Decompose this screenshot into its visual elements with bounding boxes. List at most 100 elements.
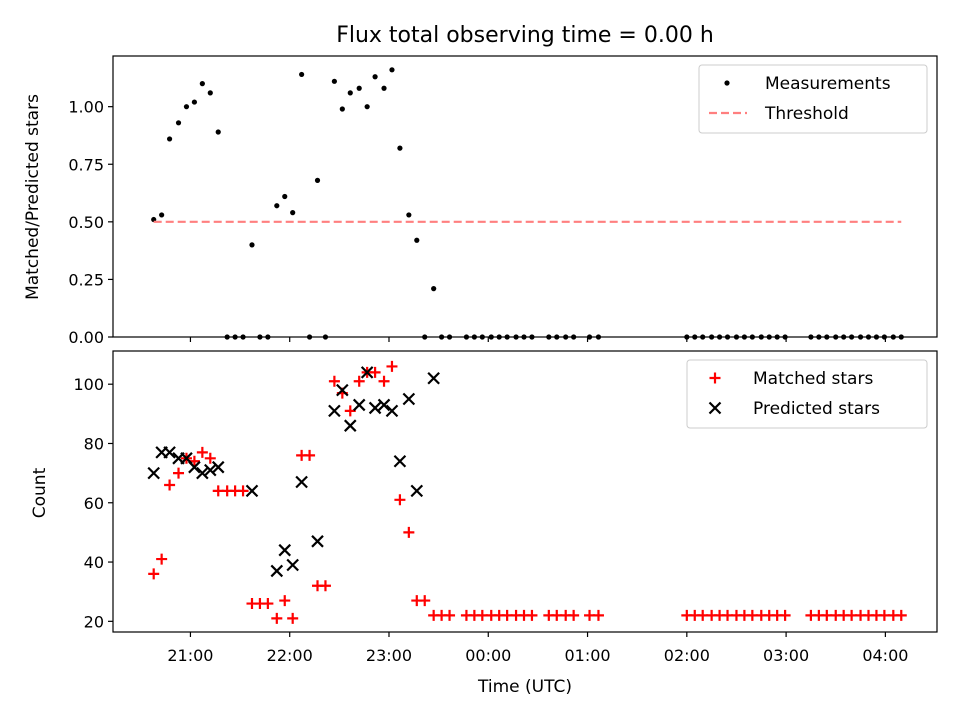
predicted-star-point	[295, 475, 308, 489]
measurement-point	[166, 136, 173, 142]
predicted-star-point	[204, 463, 217, 477]
measurement-point	[159, 212, 165, 218]
measurement-point	[249, 242, 255, 248]
matched-star-point	[369, 366, 381, 378]
predicted-star-point	[402, 392, 416, 406]
legend-box	[686, 359, 928, 429]
legend-label: Predicted stars	[753, 399, 880, 419]
predicted-star-point	[343, 419, 357, 432]
axes-frame	[112, 350, 938, 633]
predicted-star-point	[245, 484, 259, 498]
matched-star-point	[196, 446, 208, 458]
matched-star-point	[164, 479, 176, 491]
measurement-point	[191, 99, 198, 105]
matched-star-point	[328, 375, 340, 387]
x-tick-label: 00:00	[465, 646, 511, 665]
matched-star-point	[287, 612, 299, 624]
predicted-star-point	[385, 404, 399, 418]
measurement-point	[183, 104, 190, 110]
measurement-point	[199, 81, 205, 87]
measurement-point	[389, 67, 395, 73]
measurement-point	[331, 78, 337, 84]
measurement-point	[339, 106, 345, 112]
y-tick-label: 1.00	[68, 98, 104, 117]
matched-star-point	[344, 405, 356, 417]
matched-star-point	[419, 595, 431, 607]
predicted-star-point	[211, 460, 225, 474]
chart-title: Flux total observing time = 0.00 h	[336, 23, 714, 48]
predicted-star-point	[278, 543, 292, 557]
y-tick-label: 100	[73, 375, 104, 394]
x-tick-label: 01:00	[564, 646, 610, 665]
matched-star-point	[394, 494, 406, 506]
measurement-point	[299, 71, 305, 78]
y-tick-label: 0.75	[68, 155, 104, 174]
legend-label: Threshold	[764, 104, 849, 124]
measurement-point	[372, 74, 378, 80]
y-tick-label: 0.00	[68, 328, 104, 347]
measurement-point	[414, 237, 420, 243]
matched-star-point	[173, 467, 185, 479]
matched-star-point	[895, 609, 907, 621]
legend-cross-swatch	[708, 401, 722, 415]
matched-star-point	[262, 598, 274, 610]
axes-frame	[112, 55, 938, 338]
series-matched-stars	[148, 360, 907, 624]
matched-star-point	[204, 452, 216, 464]
predicted-star-point	[352, 398, 366, 412]
legend: Matched stars Predicted stars	[686, 359, 928, 429]
legend: Measurements Threshold	[698, 64, 928, 134]
measurement-point	[364, 104, 370, 110]
ratio-panel: 0.00 0.25 0.50 0.75 1.00 Measurements Threshol…	[68, 55, 938, 347]
measurement-point	[207, 90, 213, 96]
x-tick-label: 21:00	[167, 646, 213, 665]
matched-star-point	[279, 595, 291, 607]
matched-star-point	[353, 375, 365, 387]
matched-star-point	[568, 609, 580, 621]
predicted-star-point	[188, 460, 201, 474]
predicted-star-point	[147, 466, 160, 480]
y-axis-label-count: Count	[30, 467, 50, 518]
legend-plus-swatch	[709, 372, 721, 384]
measurement-point	[431, 286, 437, 292]
measurement-point	[175, 120, 182, 126]
predicted-star-point	[393, 454, 407, 468]
matched-star-point	[386, 360, 398, 372]
matched-star-point	[156, 553, 168, 565]
matched-star-point	[378, 375, 390, 387]
matched-star-point	[148, 568, 160, 580]
predicted-star-point	[270, 564, 284, 578]
measurement-point	[381, 85, 387, 91]
predicted-star-point	[155, 446, 168, 459]
matched-star-point	[271, 612, 283, 624]
matched-star-point	[444, 609, 456, 621]
legend-label: Matched stars	[753, 369, 873, 389]
x-tick-label: 22:00	[267, 646, 313, 665]
x-tick-label: 04:00	[862, 646, 908, 665]
measurement-point	[282, 193, 288, 200]
x-tick-label: 02:00	[664, 646, 710, 665]
legend-box	[698, 64, 928, 134]
x-tick-label: 03:00	[763, 646, 809, 665]
measurement-point	[347, 90, 353, 96]
matched-star-point	[403, 526, 415, 538]
measurement-point	[406, 212, 412, 218]
measurement-point	[397, 145, 403, 151]
predicted-star-point	[336, 383, 349, 397]
y-tick-label: 80	[84, 434, 104, 453]
predicted-star-point	[368, 401, 382, 415]
measurement-point	[314, 177, 321, 183]
predicted-star-point	[427, 371, 440, 385]
predicted-star-point	[377, 398, 391, 412]
y-axis-label-ratio: Matched/Predicted stars	[23, 94, 43, 300]
matched-star-point	[304, 449, 316, 461]
x-axis-label: Time (UTC)	[477, 677, 572, 697]
predicted-star-point	[286, 558, 299, 572]
predicted-star-point	[360, 366, 374, 379]
series-predicted-stars	[147, 366, 440, 578]
predicted-star-point	[311, 535, 324, 548]
matched-star-point	[779, 609, 791, 621]
count-panel: 20 40 60 80 100 21:00 22:00 23:00 00:00 01:00 02:0…	[73, 350, 938, 665]
y-tick-label: 0.25	[68, 270, 104, 289]
